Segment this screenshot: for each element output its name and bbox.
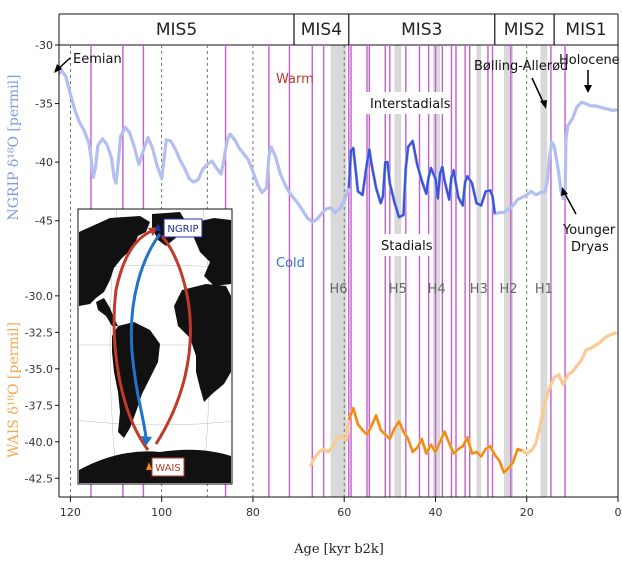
x-tick-label: 0 [615,506,622,519]
wais-series-line [308,330,618,475]
x-tick-label: 100 [151,506,172,519]
dryas-label: Dryas [571,240,609,255]
wais-marker [146,462,152,470]
heinrich-band-H2 [503,45,514,497]
warm-label: Warm [276,72,314,87]
ngrip-y-axis-label: NGRIP δ¹⁸O [permil] [6,74,22,220]
mis-label-MIS3: MIS3 [401,20,442,40]
y-tick-label: -32.5 [25,326,53,339]
heinrich-label-H2: H2 [499,282,517,297]
wais-highlight-line [347,407,523,474]
stadials-label: Stadials [381,239,433,254]
ngrip-highlight-line [347,140,496,219]
y-tick-label: -30.0 [25,290,53,303]
heinrich-band-H3 [476,45,482,497]
heinrich-band-H5 [394,45,402,497]
y-tick-label: -42.5 [25,472,53,485]
heinrich-band-H1 [540,45,548,497]
heinrich-label-H1: H1 [535,282,553,297]
y-tick-label: -30 [35,39,53,52]
axes-group: 120 100 80 60 40 20 0 -30 -35 -40 -45 NGRIP δ¹⁸O [p… [6,13,622,519]
wais-label-box [151,457,185,477]
wais-label: WAIS [155,463,180,474]
wais-y-axis-label: WAIS δ¹⁸O [permil] [6,322,22,458]
holocene-label: Holocene [559,53,620,68]
younger-label: Younger [562,223,616,238]
north-america-shape [79,216,150,306]
mis-label-MIS2: MIS2 [504,20,545,40]
heinrich-label-H3: H3 [470,282,488,297]
x-axis-label: Age [kyr b2k] [293,542,384,557]
heinrich-shading-group [330,45,548,497]
mis-label-MIS4: MIS4 [301,20,342,40]
cold-label: Cold [276,256,305,271]
warm-current-arrow [112,228,155,451]
y-tick-label: -40.0 [25,436,53,449]
bolling-allerod-label: Bølling-Allerød [474,59,568,74]
eemian-label: Eemian [73,52,122,67]
mis-label-MIS5: MIS5 [156,20,197,40]
mis-bar: MIS5 MIS4 MIS3 MIS2 MIS1 [59,14,618,46]
x-tick-label: 60 [337,506,351,519]
y-tick-label: -37.5 [25,399,53,412]
cold-current-arrow [129,233,162,439]
series-group [57,68,618,475]
heinrich-label-H4: H4 [428,282,446,297]
x-tick-label: 120 [60,506,81,519]
heinrich-label-H6: H6 [329,282,347,297]
y-tick-label: -45 [35,215,53,228]
y-tick-label: -35 [35,98,53,111]
heinrich-band-H6 [330,45,347,497]
heinrich-label-H5: H5 [389,282,407,297]
ngrip-marker [155,223,161,231]
interstadials-label: Interstadials [370,97,451,112]
younger-dryas-arrow [563,191,577,215]
heinrich-labels-group: H6 H5 H4 H3 H2 H1 [329,282,552,297]
central-america-shape [96,298,118,326]
heinrich-band-H4 [433,45,441,497]
ngrip-label: NGRIP [167,224,198,235]
y-tick-label: -40 [35,156,53,169]
mis-label-MIS1: MIS1 [565,20,606,40]
y-tick-label: -35.0 [25,363,53,376]
bolling-arrow [531,77,545,105]
x-tick-label: 40 [428,506,442,519]
return-current-arrow [154,235,192,445]
x-tick-label: 20 [520,506,534,519]
inset-map: NGRIP WAIS [77,208,233,485]
annotations-group: Eemian Warm Cold Interstadials Stadials … [54,52,620,271]
ngrip-label-box [163,218,203,238]
x-tick-label: 80 [246,506,260,519]
europe-shape [194,218,231,286]
